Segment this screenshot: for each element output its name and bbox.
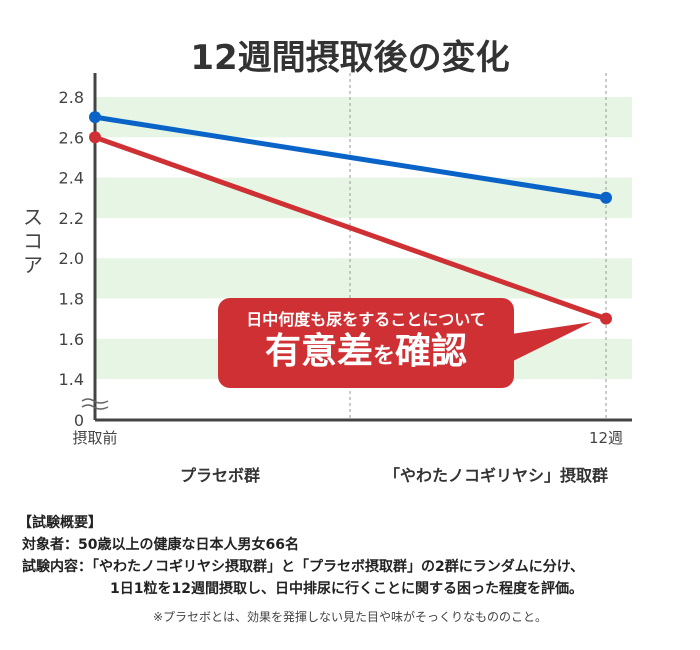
legend-placebo: プラセボ群 bbox=[180, 466, 261, 485]
data-point bbox=[89, 111, 101, 124]
y-tick-label: 1.8 bbox=[59, 290, 84, 309]
y-tick-label: 2.2 bbox=[59, 209, 84, 228]
y-tick-label: 1.4 bbox=[59, 370, 84, 389]
axis-break-icon bbox=[81, 398, 109, 410]
footnote: ※プラセボとは、効果を発揮しない見た目や味がそっくりなもののこと。 bbox=[152, 610, 548, 624]
annotation-line1: 日中何度も尿をすることについて bbox=[246, 310, 486, 329]
x-tick-label: 摂取前 bbox=[72, 429, 117, 447]
y-tick-label: 2.4 bbox=[59, 169, 84, 188]
y-tick-label: 2.0 bbox=[59, 249, 84, 268]
x-tick-label: 12週 bbox=[589, 429, 623, 447]
callout-pointer bbox=[505, 322, 592, 365]
y-tick-label: 0 bbox=[74, 411, 84, 430]
grid-band bbox=[95, 258, 632, 299]
y-tick-label: 2.8 bbox=[59, 88, 84, 107]
summary-line3: 1日1粒を12週間摂取し、日中排尿に行くことに関する困った程度を評価。 bbox=[110, 581, 583, 597]
data-point bbox=[600, 312, 612, 325]
y-tick-label: 2.6 bbox=[59, 128, 84, 147]
legend-treatment: 「やわたノコギリヤシ」摂取群 bbox=[384, 466, 609, 485]
series-line-0 bbox=[94, 114, 607, 201]
summary-line1: 対象者：50歳以上の健康な日本人男女66名 bbox=[22, 537, 299, 553]
annotation-emphasis2: 確認 bbox=[395, 331, 468, 372]
summary-heading: 【試験概要】 bbox=[18, 515, 102, 531]
data-point bbox=[89, 131, 101, 144]
y-axis-label: スコア bbox=[23, 205, 43, 277]
annotation-particle: を bbox=[372, 344, 395, 369]
annotation-callout: 日中何度も尿をすることについて 有意差を確認 bbox=[218, 298, 514, 388]
series-line-1 bbox=[94, 134, 607, 322]
annotation-emphasis: 有意差 bbox=[264, 331, 373, 372]
data-point bbox=[600, 191, 612, 204]
grid-band bbox=[95, 177, 632, 218]
study-summary: 【試験概要】 対象者：50歳以上の健康な日本人男女66名 試験内容：「やわたノコ… bbox=[18, 512, 584, 600]
chart-title: 12週間摂取後の変化 bbox=[190, 38, 510, 78]
summary-line2: 試験内容：「やわたノコギリヤシ摂取群」と「プラセボ摂取群」の2群にランダムに分け… bbox=[22, 559, 585, 575]
plot-area: 0 1.4 1.6 1.8 2.0 2.2 2.4 2.6 2.8 摂取前 12週 bbox=[59, 73, 632, 447]
y-tick-label: 1.6 bbox=[59, 330, 84, 349]
